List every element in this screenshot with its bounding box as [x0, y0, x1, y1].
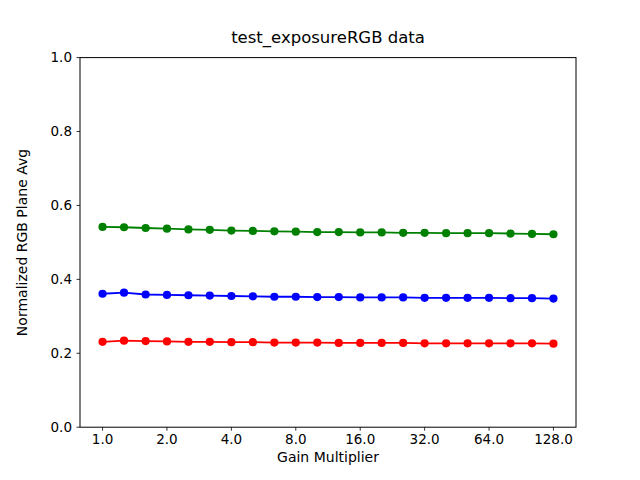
data-point-blue: [335, 293, 343, 301]
data-point-red: [549, 340, 557, 348]
data-point-green: [335, 228, 343, 236]
data-point-red: [98, 338, 106, 346]
x-tick-label: 8.0: [285, 431, 306, 447]
axes-frame: [80, 58, 576, 428]
data-point-green: [206, 226, 214, 234]
y-tick-label: 0.6: [51, 197, 72, 213]
data-point-red: [184, 338, 192, 346]
data-point-blue: [399, 293, 407, 301]
data-point-green: [184, 225, 192, 233]
y-tick-label: 0.0: [51, 419, 72, 435]
data-point-green: [506, 229, 514, 237]
data-point-blue: [292, 293, 300, 301]
data-point-blue: [485, 294, 493, 302]
data-point-green: [399, 229, 407, 237]
data-point-green: [270, 227, 278, 235]
x-tick-label: 32.0: [410, 431, 440, 447]
data-point-red: [421, 339, 429, 347]
data-point-blue: [184, 291, 192, 299]
figure: test_exposureRGB data Gain Multiplier No…: [0, 0, 640, 480]
data-point-green: [292, 228, 300, 236]
data-point-red: [163, 337, 171, 345]
data-point-green: [378, 228, 386, 236]
data-point-blue: [206, 292, 214, 300]
data-point-green: [163, 225, 171, 233]
x-tick-label: 1.0: [92, 431, 113, 447]
x-tick-label: 2.0: [156, 431, 177, 447]
data-point-blue: [463, 294, 471, 302]
data-point-blue: [528, 294, 536, 302]
data-point-red: [528, 339, 536, 347]
data-point-green: [528, 230, 536, 238]
data-point-red: [442, 339, 450, 347]
data-point-green: [98, 223, 106, 231]
x-tick-label: 64.0: [474, 431, 504, 447]
data-point-green: [421, 229, 429, 237]
y-axis-label: Normalized RGB Plane Avg: [14, 149, 30, 336]
data-point-red: [506, 339, 514, 347]
data-point-blue: [549, 294, 557, 302]
data-point-red: [270, 338, 278, 346]
data-point-green: [549, 230, 557, 238]
data-point-blue: [506, 294, 514, 302]
data-point-green: [463, 229, 471, 237]
data-point-blue: [356, 293, 364, 301]
data-point-green: [442, 229, 450, 237]
x-axis-label: Gain Multiplier: [277, 449, 379, 465]
data-point-red: [249, 338, 257, 346]
data-point-blue: [442, 294, 450, 302]
data-point-blue: [163, 291, 171, 299]
x-tick-label: 128.0: [534, 431, 573, 447]
data-point-red: [335, 339, 343, 347]
x-tick-label: 4.0: [221, 431, 242, 447]
data-point-red: [485, 339, 493, 347]
y-tick-label: 1.0: [51, 49, 72, 65]
data-point-red: [463, 339, 471, 347]
chart-canvas: test_exposureRGB data Gain Multiplier No…: [0, 0, 640, 480]
data-point-red: [142, 337, 150, 345]
data-point-green: [249, 227, 257, 235]
data-point-blue: [98, 290, 106, 298]
data-point-green: [356, 228, 364, 236]
data-point-green: [142, 224, 150, 232]
y-tick-label: 0.2: [51, 345, 72, 361]
plot-area: 1.0 2.0 4.0 8.0 16.0 32.0 64.0 128.0 0.0 0.2 0.4 0.…: [51, 49, 576, 447]
data-point-blue: [270, 293, 278, 301]
y-tick-label: 0.4: [51, 271, 72, 287]
data-point-red: [399, 339, 407, 347]
data-point-blue: [313, 293, 321, 301]
data-point-green: [120, 223, 128, 231]
data-point-blue: [249, 292, 257, 300]
data-point-red: [313, 338, 321, 346]
data-point-green: [313, 228, 321, 236]
chart-title: test_exposureRGB data: [231, 28, 425, 48]
data-point-red: [227, 338, 235, 346]
data-point-green: [485, 229, 493, 237]
data-point-blue: [378, 293, 386, 301]
data-point-green: [227, 226, 235, 234]
data-point-blue: [142, 290, 150, 298]
data-point-red: [206, 338, 214, 346]
data-point-red: [120, 337, 128, 345]
data-point-blue: [120, 289, 128, 297]
data-point-blue: [227, 292, 235, 300]
y-tick-label: 0.8: [51, 123, 72, 139]
data-point-red: [356, 339, 364, 347]
data-point-red: [378, 339, 386, 347]
data-point-blue: [421, 294, 429, 302]
x-tick-label: 16.0: [345, 431, 375, 447]
data-point-red: [292, 338, 300, 346]
